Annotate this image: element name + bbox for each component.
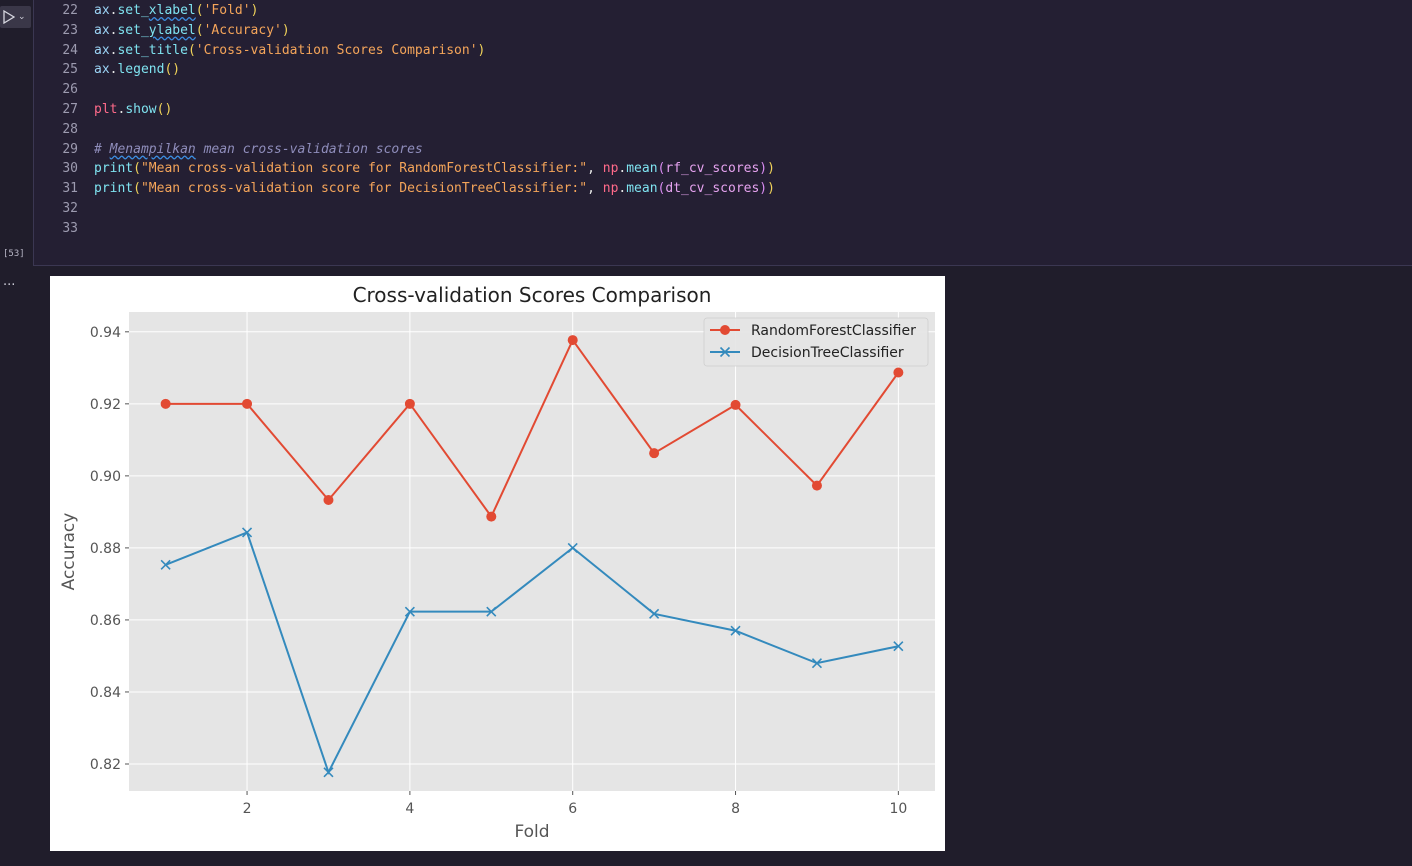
code-text[interactable]: ax.set_ylabel('Accuracy')	[94, 22, 290, 38]
data-point	[811, 658, 823, 669]
legend-marker	[719, 346, 731, 358]
code-editor[interactable]: 22 ax.set_xlabel('Fold') 23 ax.set_ylabel('…	[33, 0, 1412, 266]
code-text[interactable]: print("Mean cross-validation score for D…	[94, 181, 775, 197]
play-icon[interactable]	[3, 10, 15, 24]
data-point	[404, 398, 415, 409]
data-point	[323, 767, 334, 778]
code-text[interactable]: ax.legend()	[94, 62, 181, 78]
chart-svg: 0.82 0.84 0.86 0.88 0.90 0.92 0.94 2 4 6 8 10 Cross-…	[59, 283, 935, 842]
y-tick-label: 0.88	[90, 541, 121, 557]
data-point	[486, 511, 497, 522]
y-tick-label: 0.86	[90, 613, 121, 629]
line-number: 28	[62, 121, 78, 137]
code-line[interactable]: 28	[34, 120, 94, 140]
line-number: 26	[62, 82, 78, 98]
data-point	[730, 399, 741, 410]
code-line[interactable]: 30 print("Mean cross-validation score for…	[34, 159, 775, 179]
y-tick-label: 0.82	[90, 757, 121, 773]
data-point	[567, 335, 578, 346]
legend-marker	[720, 325, 730, 335]
plot-area	[129, 312, 935, 791]
line-number: 22	[62, 3, 78, 18]
output-collapse-icon[interactable]: ...	[3, 274, 16, 289]
line-number: 31	[62, 181, 78, 197]
line-number: 25	[62, 62, 78, 78]
legend-label: DecisionTreeClassifier	[751, 345, 904, 361]
code-text[interactable]: # Menampilkan mean cross-validation scor…	[94, 141, 423, 157]
line-number: 27	[62, 102, 78, 117]
y-axis-label: Accuracy	[59, 513, 79, 591]
data-point	[649, 608, 660, 619]
y-tick-label: 0.92	[90, 397, 121, 413]
y-tick-label: 0.94	[90, 325, 121, 341]
y-tick-label: 0.90	[90, 469, 121, 485]
x-tick-label: 6	[568, 801, 577, 817]
code-line[interactable]: 27 plt.show()	[34, 100, 172, 120]
data-point	[404, 606, 415, 617]
legend-box	[703, 317, 929, 367]
code-text[interactable]: plt.show()	[94, 102, 173, 117]
data-point	[730, 625, 741, 636]
line-number: 30	[62, 161, 78, 177]
line-number: 23	[62, 22, 78, 38]
run-cell-button[interactable]: ⌄	[0, 6, 31, 28]
data-point	[160, 398, 171, 409]
data-point	[893, 641, 904, 652]
code-line[interactable]: 22 ax.set_xlabel('Fold')	[34, 1, 258, 21]
code-line[interactable]: 33	[34, 219, 94, 239]
code-line[interactable]: 29 # Menampilkan mean cross-validation sc…	[34, 140, 423, 160]
line-number: 32	[62, 201, 78, 216]
x-tick-label: 10	[889, 801, 907, 817]
data-point	[811, 480, 822, 491]
code-text[interactable]: ax.set_title('Cross-validation Scores Co…	[94, 42, 486, 58]
execution-count: [53]	[3, 249, 25, 259]
line-number: 29	[62, 141, 78, 157]
code-line[interactable]: 32	[34, 199, 94, 219]
chart-title: Cross-validation Scores Comparison	[353, 283, 712, 307]
x-tick-label: 2	[243, 801, 252, 817]
code-line[interactable]: 31 print("Mean cross-validation score for…	[34, 179, 775, 199]
data-point	[486, 606, 497, 617]
data-point	[893, 367, 904, 378]
line-number: 33	[62, 220, 78, 236]
series-line	[165, 338, 900, 519]
series-line	[165, 531, 899, 775]
line-number: 24	[62, 42, 78, 58]
data-point	[160, 559, 171, 570]
code-text[interactable]: print("Mean cross-validation score for R…	[94, 161, 775, 177]
code-line[interactable]: 26	[34, 80, 94, 100]
x-axis-label: Fold	[514, 822, 549, 842]
code-line[interactable]: 24 ax.set_title('Cross-validation Scores …	[34, 41, 485, 61]
cell-gutter: ⌄ [53] ...	[0, 0, 33, 866]
data-point	[567, 542, 578, 553]
chevron-down-icon[interactable]: ⌄	[18, 12, 26, 22]
data-point	[323, 494, 334, 505]
x-tick-label: 8	[731, 801, 740, 817]
data-point	[649, 448, 660, 459]
code-line[interactable]: 23 ax.set_ylabel('Accuracy')	[34, 21, 290, 41]
code-line[interactable]: 25 ax.legend()	[34, 60, 180, 80]
x-tick-label: 4	[405, 801, 414, 817]
legend-label: RandomForestClassifier	[751, 323, 916, 339]
y-tick-label: 0.84	[90, 685, 121, 701]
data-point	[241, 527, 253, 538]
data-point	[242, 398, 253, 409]
chart-figure: 0.82 0.84 0.86 0.88 0.90 0.92 0.94 2 4 6 8 10 Cross-…	[50, 276, 945, 851]
code-text[interactable]: ax.set_xlabel('Fold')	[94, 3, 259, 18]
